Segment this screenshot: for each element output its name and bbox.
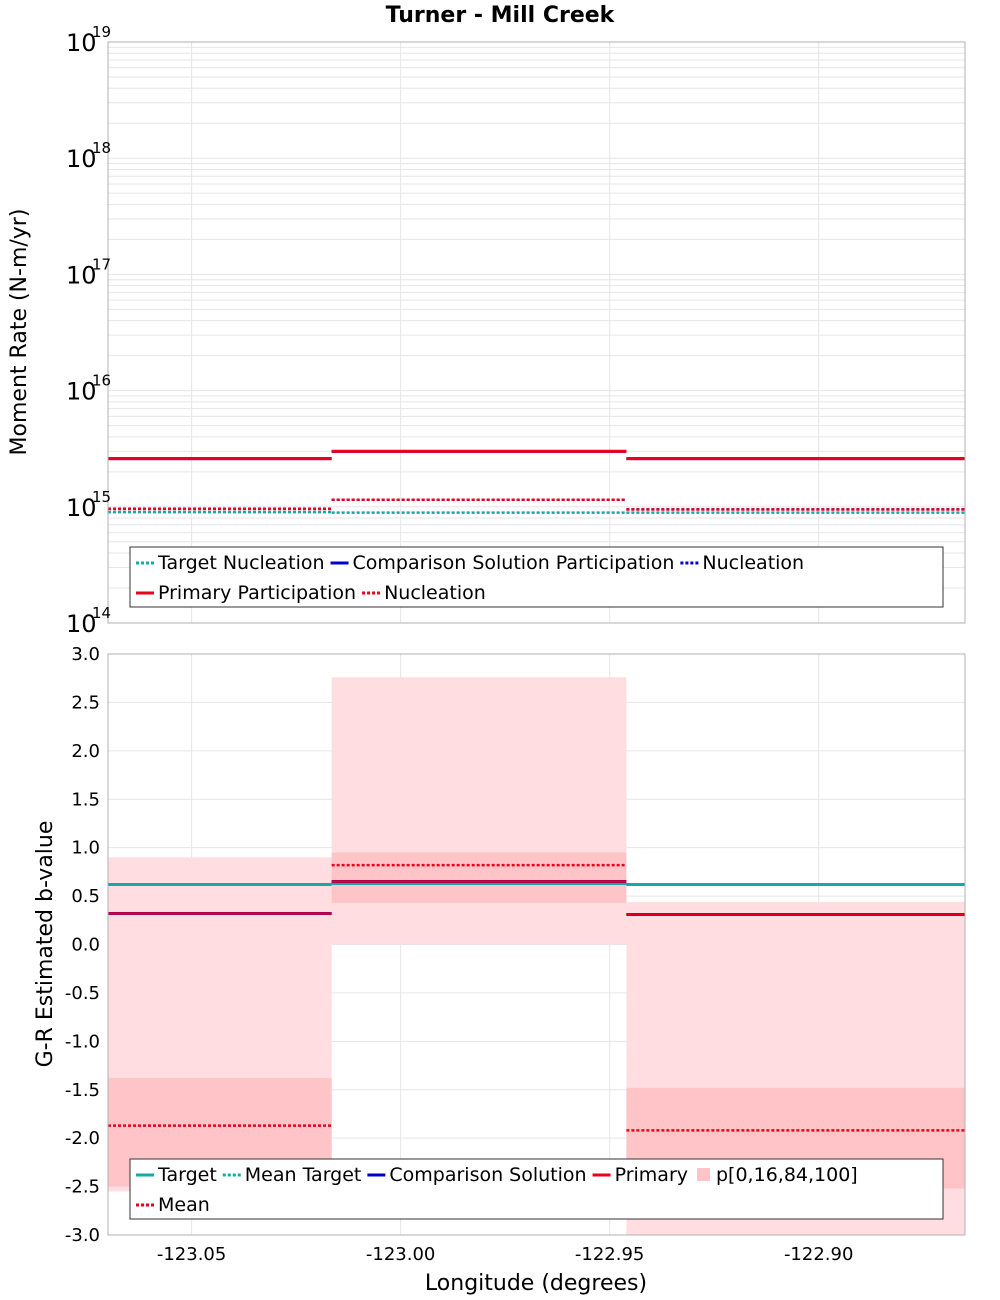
legend-label: Primary Participation (158, 582, 356, 604)
legend-entry: Primary Participation (136, 582, 356, 604)
bottom-y-tick-label: -0.5 (65, 983, 100, 1004)
bottom-y-tick-label: 0.5 (71, 886, 100, 907)
legend-label: Primary (615, 1164, 688, 1186)
bottom-y-ticks: 3.0 2.5 2.0 1.5 1.0 0.5 0.0 -0.5 -1.0 -1.5 -2.0 -2.… (65, 644, 100, 1246)
band-p0-p100 (331, 677, 627, 945)
top-series-line (108, 498, 965, 511)
top-y-axis-label: Moment Rate (N-m/yr) (7, 209, 32, 456)
bottom-y-tick-label: 3.0 (71, 644, 100, 665)
legend-box (129, 1158, 944, 1220)
tick-base: 10 (66, 378, 97, 406)
tick-exponent: 19 (92, 23, 111, 41)
tick-base: 10 (66, 494, 97, 522)
bottom-y-tick-label: 2.0 (71, 741, 100, 762)
bottom-series-line (108, 882, 965, 886)
top-series-line (108, 449, 965, 461)
bottom-y-tick-label: 2.5 (71, 692, 100, 713)
percentile-bands (108, 677, 965, 1235)
bottom-x-ticks: -123.05 -123.00 -122.95 -122.90 (157, 1244, 854, 1265)
top-grid (108, 42, 965, 624)
legend-label: Target Nucleation (157, 552, 325, 574)
top-plot-frame (107, 41, 966, 624)
legend-label: Mean (158, 1194, 210, 1216)
legend-entry: Mean Target (222, 1164, 362, 1186)
legend-box (129, 546, 944, 608)
legend-label: Nucleation (384, 582, 486, 604)
top-series (108, 449, 965, 514)
legend-label: Mean Target (245, 1164, 362, 1186)
tick-base: 10 (66, 610, 97, 638)
bottom-y-tick-label: -1.5 (65, 1080, 100, 1101)
legend-entry: Comparison Solution Participation (330, 552, 675, 574)
x-tick-label: -123.05 (157, 1244, 226, 1265)
bottom-series (108, 863, 965, 1132)
bottom-series-line (108, 880, 965, 916)
bottom-plot: 3.0 2.5 2.0 1.5 1.0 0.5 0.0 -0.5 -1.0 -1.5 -2.0 -2.… (33, 644, 966, 1296)
tick-exponent: 17 (92, 255, 111, 273)
bottom-legend: Target Mean Target Comparison Solution Prim… (129, 1158, 944, 1220)
tick-base: 10 (66, 29, 97, 57)
legend-entry: Comparison Solution (367, 1164, 587, 1186)
legend-label: Comparison Solution (389, 1164, 586, 1186)
top-series-line (108, 510, 965, 514)
tick-base: 10 (66, 261, 97, 289)
x-axis-label: Longitude (degrees) (425, 1271, 647, 1296)
bottom-y-tick-label: 0.0 (71, 935, 100, 956)
legend-entry: Nucleation (680, 552, 804, 574)
tick-exponent: 16 (92, 372, 111, 390)
legend-label: Comparison Solution Participation (353, 552, 675, 574)
legend-label: Target (157, 1164, 217, 1186)
x-tick-label: -123.00 (366, 1244, 435, 1265)
bottom-y-axis-label: G-R Estimated b-value (33, 821, 58, 1068)
bottom-y-tick-label: -1.0 (65, 1031, 100, 1052)
x-tick-label: -122.90 (784, 1244, 853, 1265)
legend-entry: Mean (136, 1194, 210, 1216)
legend-entry: Target (136, 1164, 217, 1186)
bottom-y-tick-label: -2.5 (65, 1177, 100, 1198)
legend-entry: Target Nucleation (136, 552, 325, 574)
legend-swatch (697, 1168, 710, 1181)
top-series-line (108, 498, 965, 511)
bottom-y-tick-label: -2.0 (65, 1128, 100, 1149)
tick-exponent: 14 (92, 604, 111, 622)
x-tick-label: -122.95 (575, 1244, 644, 1265)
bottom-y-tick-label: -3.0 (65, 1225, 100, 1246)
bottom-y-tick-label: 1.0 (71, 838, 100, 859)
legend-entry: Nucleation (362, 582, 486, 604)
top-legend: Target Nucleation Comparison Solution Par… (129, 546, 944, 608)
band-p16-p84 (331, 852, 627, 903)
tick-exponent: 18 (92, 139, 111, 157)
legend-entry: Primary (592, 1164, 688, 1186)
legend-label: p[0,16,84,100] (716, 1164, 858, 1186)
legend-entry: p[0,16,84,100] (697, 1164, 858, 1186)
tick-exponent: 15 (92, 488, 111, 506)
bottom-y-tick-label: 1.5 (71, 789, 100, 810)
chart-title: Turner - Mill Creek (386, 3, 616, 28)
bottom-series-line (108, 863, 965, 1132)
legend-label: Nucleation (702, 552, 804, 574)
bottom-plot-frame (107, 653, 966, 1236)
tick-base: 10 (66, 145, 97, 173)
